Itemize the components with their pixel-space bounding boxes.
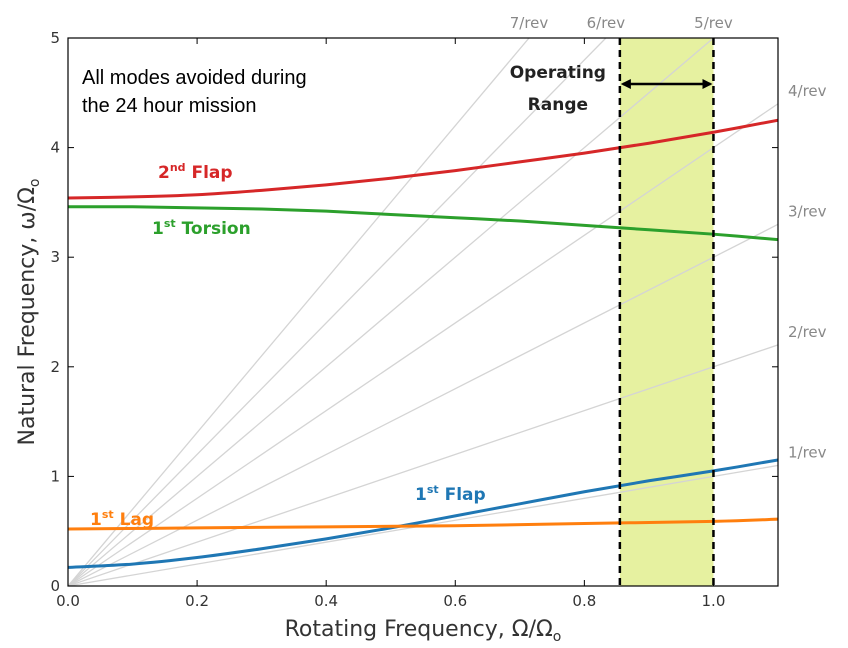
rev-lines — [68, 38, 778, 586]
plot-frame — [67, 37, 779, 587]
annotation-line-2: the 24 hour mission — [82, 95, 257, 117]
rev-line-3 — [68, 223, 778, 586]
y-axis-label: Natural Frequency, ω/Ωo — [15, 178, 43, 445]
rev-label-3: 3/rev — [788, 202, 827, 220]
y-tick-label: 3 — [50, 248, 60, 266]
rev-label-4: 4/rev — [788, 82, 827, 100]
rev-label-1: 1/rev — [788, 443, 827, 461]
y-tick-label: 5 — [50, 29, 60, 47]
rev-line-7 — [68, 38, 530, 586]
x-tick-label: 0.6 — [443, 592, 467, 610]
rev-line-6 — [68, 38, 607, 586]
rev-label-6: 6/rev — [587, 14, 626, 32]
y-tick-label: 4 — [50, 139, 60, 157]
x-tick-label: 0.2 — [185, 592, 209, 610]
series-label-1: 1st Lag — [90, 508, 154, 530]
series-label-2: 1st Torsion — [152, 217, 251, 239]
series-line-2 — [68, 205, 778, 242]
x-tick-label: 0.0 — [56, 592, 80, 610]
operating-range-band — [619, 38, 714, 586]
series-labels: 1st Flap 1st Lag 1st Torsion 2nd Flap — [90, 161, 486, 530]
rev-labels: 1/rev 2/rev 3/rev 4/rev 5/rev 6/rev 7/rev — [510, 14, 827, 461]
x-tick-label: 0.8 — [572, 592, 596, 610]
y-tick-label: 1 — [50, 467, 60, 485]
y-tick-label: 2 — [50, 358, 60, 376]
rev-label-7: 7/rev — [510, 14, 549, 32]
series-lines — [68, 118, 778, 569]
series-line-3 — [68, 118, 778, 200]
operating-range-label-line-1: Operating — [510, 63, 606, 83]
rev-line-4 — [68, 103, 778, 586]
operating-range-label-line-2: Range — [528, 95, 588, 115]
rev-label-5: 5/rev — [694, 14, 733, 32]
y-tick-label: 0 — [50, 577, 60, 595]
series-line-1 — [68, 517, 778, 531]
series-label-3: 2nd Flap — [158, 161, 233, 183]
series-line-0 — [68, 458, 778, 569]
series-label-0: 1st Flap — [415, 483, 486, 505]
rev-line-2 — [68, 344, 778, 586]
x-tick-label: 0.4 — [314, 592, 338, 610]
annotation-line-1: All modes avoided during — [82, 67, 307, 89]
rev-line-5 — [68, 38, 714, 586]
axis-ticks: 0.0 0.2 0.4 0.6 0.8 1.0 0 1 2 3 4 5 — [50, 29, 778, 610]
rev-label-2: 2/rev — [788, 323, 827, 341]
x-tick-label: 1.0 — [702, 592, 726, 610]
x-axis-label: Rotating Frequency, Ω/Ωo — [285, 617, 562, 645]
